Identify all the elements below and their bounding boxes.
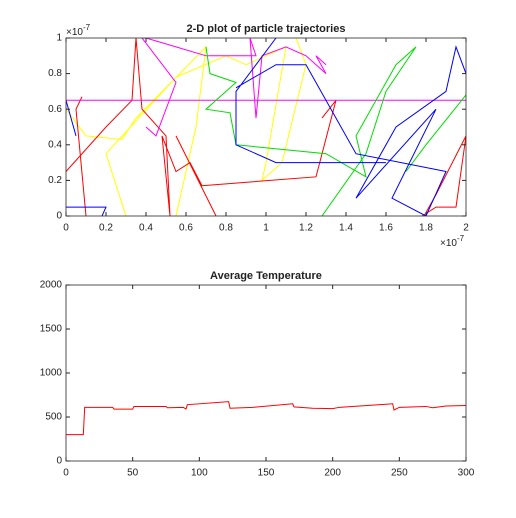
y-tick-label: 500: [45, 412, 62, 423]
x-tick-label: 1.2: [299, 223, 313, 234]
series-line: [204, 46, 466, 216]
x-tick-label: 100: [191, 468, 208, 479]
y-tick-label: 0: [56, 456, 62, 467]
x-tick-label: 0: [63, 468, 69, 479]
exponent-power: -7: [457, 234, 465, 243]
x-tick-label: 0: [63, 223, 69, 234]
plot-area: [66, 38, 466, 216]
exponent-base: ×10: [440, 238, 457, 249]
chart-title: 2-D plot of particle trajectories: [187, 23, 346, 35]
x-tick-label: 150: [258, 468, 275, 479]
y-tick-label: 0.4: [48, 139, 62, 150]
x-tick-label: 0.6: [179, 223, 193, 234]
x-tick-label: 1.6: [379, 223, 393, 234]
y-tick-label: 0.6: [48, 104, 62, 115]
series-line: [66, 38, 466, 137]
x-tick-label: 1.4: [339, 223, 353, 234]
series-line: [66, 38, 466, 216]
x-tick-label: 0.8: [219, 223, 233, 234]
x-tick-label: 1.8: [419, 223, 433, 234]
series-line: [66, 401, 466, 436]
plot-lines: [66, 38, 466, 216]
plot-area: [66, 285, 466, 461]
chart-title: Average Temperature: [210, 270, 322, 282]
y-tick-label: 1500: [40, 324, 63, 335]
y-tick-label: 0.2: [48, 175, 62, 186]
axis-exponent: ×10-7: [66, 23, 91, 38]
y-tick-label: 0.8: [48, 68, 62, 79]
axis-exponent: ×10-7: [440, 234, 465, 249]
exponent-power: -7: [83, 23, 91, 32]
x-tick-label: 1: [263, 223, 269, 234]
series-line: [66, 38, 466, 216]
x-tick-label: 300: [458, 468, 475, 479]
x-tick-label: 250: [391, 468, 408, 479]
x-tick-label: 50: [127, 468, 139, 479]
x-tick-label: 2: [463, 223, 469, 234]
x-tick-label: 0.2: [99, 223, 113, 234]
y-tick-label: 2000: [40, 280, 63, 291]
y-tick-label: 0: [56, 211, 62, 222]
x-tick-label: 0.4: [139, 223, 153, 234]
y-tick-label: 1: [56, 33, 62, 44]
plot-lines: [66, 401, 466, 436]
exponent-base: ×10: [66, 27, 83, 38]
y-tick-label: 1000: [40, 368, 63, 379]
x-tick-label: 200: [324, 468, 341, 479]
